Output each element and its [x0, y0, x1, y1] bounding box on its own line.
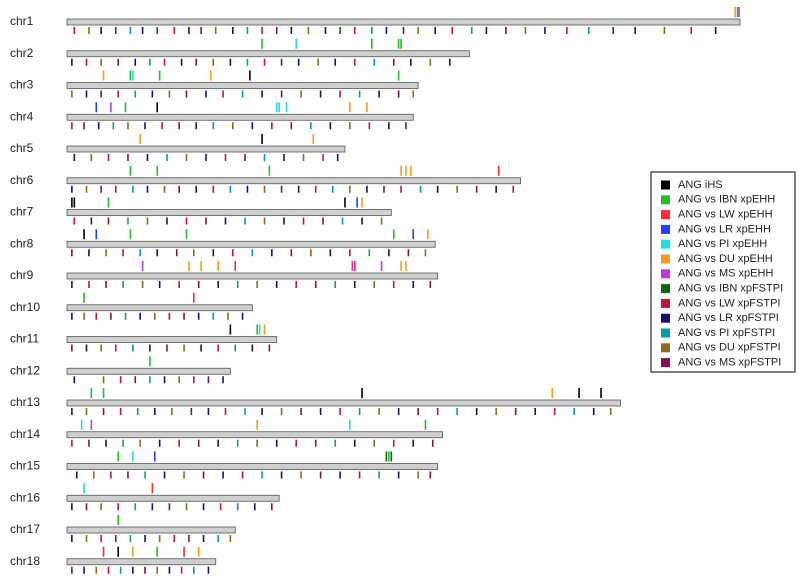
chromosome-label: chr12	[10, 363, 40, 377]
legend-label: ANG vs MS xpEHH	[678, 268, 773, 280]
chromosome-bar	[66, 177, 521, 185]
legend-label: ANG vs PI xpEHH	[678, 238, 767, 250]
legend-label: ANG vs DU xpFSTPI	[678, 342, 781, 354]
legend-swatch	[661, 224, 670, 234]
chromosome-label: chr9	[10, 268, 34, 282]
legend-swatch	[661, 269, 670, 279]
chromosome-bar	[66, 431, 443, 439]
legend-box	[650, 171, 796, 373]
legend-label: ANG vs IBN xpEHH	[678, 194, 775, 206]
chromosome-label: chr18	[10, 554, 40, 568]
chromosome-bar	[66, 463, 439, 470]
chromosome-bar	[66, 145, 346, 153]
chromosome-label: chr2	[10, 46, 34, 60]
legend-swatch	[661, 284, 670, 294]
legend-label: ANG iHS	[678, 179, 723, 191]
legend-swatch	[661, 343, 670, 353]
legend-label: ANG vs PI xpFSTPI	[678, 327, 775, 339]
legend-label: ANG vs MS xpFSTPI	[678, 357, 781, 369]
legend-swatch	[661, 328, 670, 338]
chromosome-label: chr13	[10, 395, 40, 409]
chromosome-label: chr11	[10, 332, 39, 346]
legend-swatch	[661, 358, 670, 368]
chromosome-bar	[66, 399, 621, 407]
legend-swatch	[661, 313, 670, 323]
legend-swatch	[661, 239, 670, 249]
chromosome-bar	[66, 558, 217, 566]
chromosome-bar	[66, 209, 392, 216]
legend-swatch	[661, 254, 670, 264]
legend-swatch	[661, 195, 670, 205]
chromosome-label: chr1	[10, 14, 34, 28]
chromosome-label: chr3	[10, 78, 34, 92]
chromosome-label: chr7	[10, 205, 34, 219]
chromosome-label: chr17	[10, 522, 40, 536]
legend-label: ANG vs LW xpFSTPI	[678, 297, 780, 309]
chromosome-bar	[66, 18, 741, 26]
chromosome-label: chr16	[10, 490, 40, 504]
legend-swatch	[661, 210, 670, 220]
chromosome-bar	[66, 526, 236, 534]
chromosome-bar	[66, 367, 231, 375]
legend-label: ANG vs IBN xpFSTPI	[678, 283, 783, 295]
legend-label: ANG vs LR xpEHH	[678, 223, 771, 235]
chromosome-bar	[66, 113, 414, 121]
chromosome-bar	[66, 240, 436, 248]
legend: ANG iHS ANG vs IBN xpEHH ANG vs LW xpEHH AN…	[661, 179, 783, 369]
chromosome-bar	[66, 494, 280, 502]
chromosome-label: chr5	[10, 141, 34, 155]
legend-label: ANG vs LW xpEHH	[678, 209, 773, 221]
chromosome-label: chr15	[10, 459, 40, 473]
legend-swatch	[661, 298, 670, 308]
legend-label: ANG vs LR xpFSTPI	[678, 312, 779, 324]
chromosome-label: chr14	[10, 427, 40, 441]
chromosome-bar	[66, 304, 253, 312]
chromosome-bar	[66, 272, 439, 280]
chromosome-label: chr6	[10, 173, 34, 187]
legend-swatch	[661, 180, 670, 190]
chromosome-bar	[66, 336, 278, 343]
chromosome-bar	[66, 50, 470, 58]
chromosome-label: chr10	[10, 300, 40, 314]
chromosome-label: chr4	[10, 109, 34, 123]
legend-label: ANG vs DU xpEHH	[678, 253, 773, 265]
chromosome-bar	[66, 82, 419, 89]
chromosome-label: chr8	[10, 236, 34, 250]
